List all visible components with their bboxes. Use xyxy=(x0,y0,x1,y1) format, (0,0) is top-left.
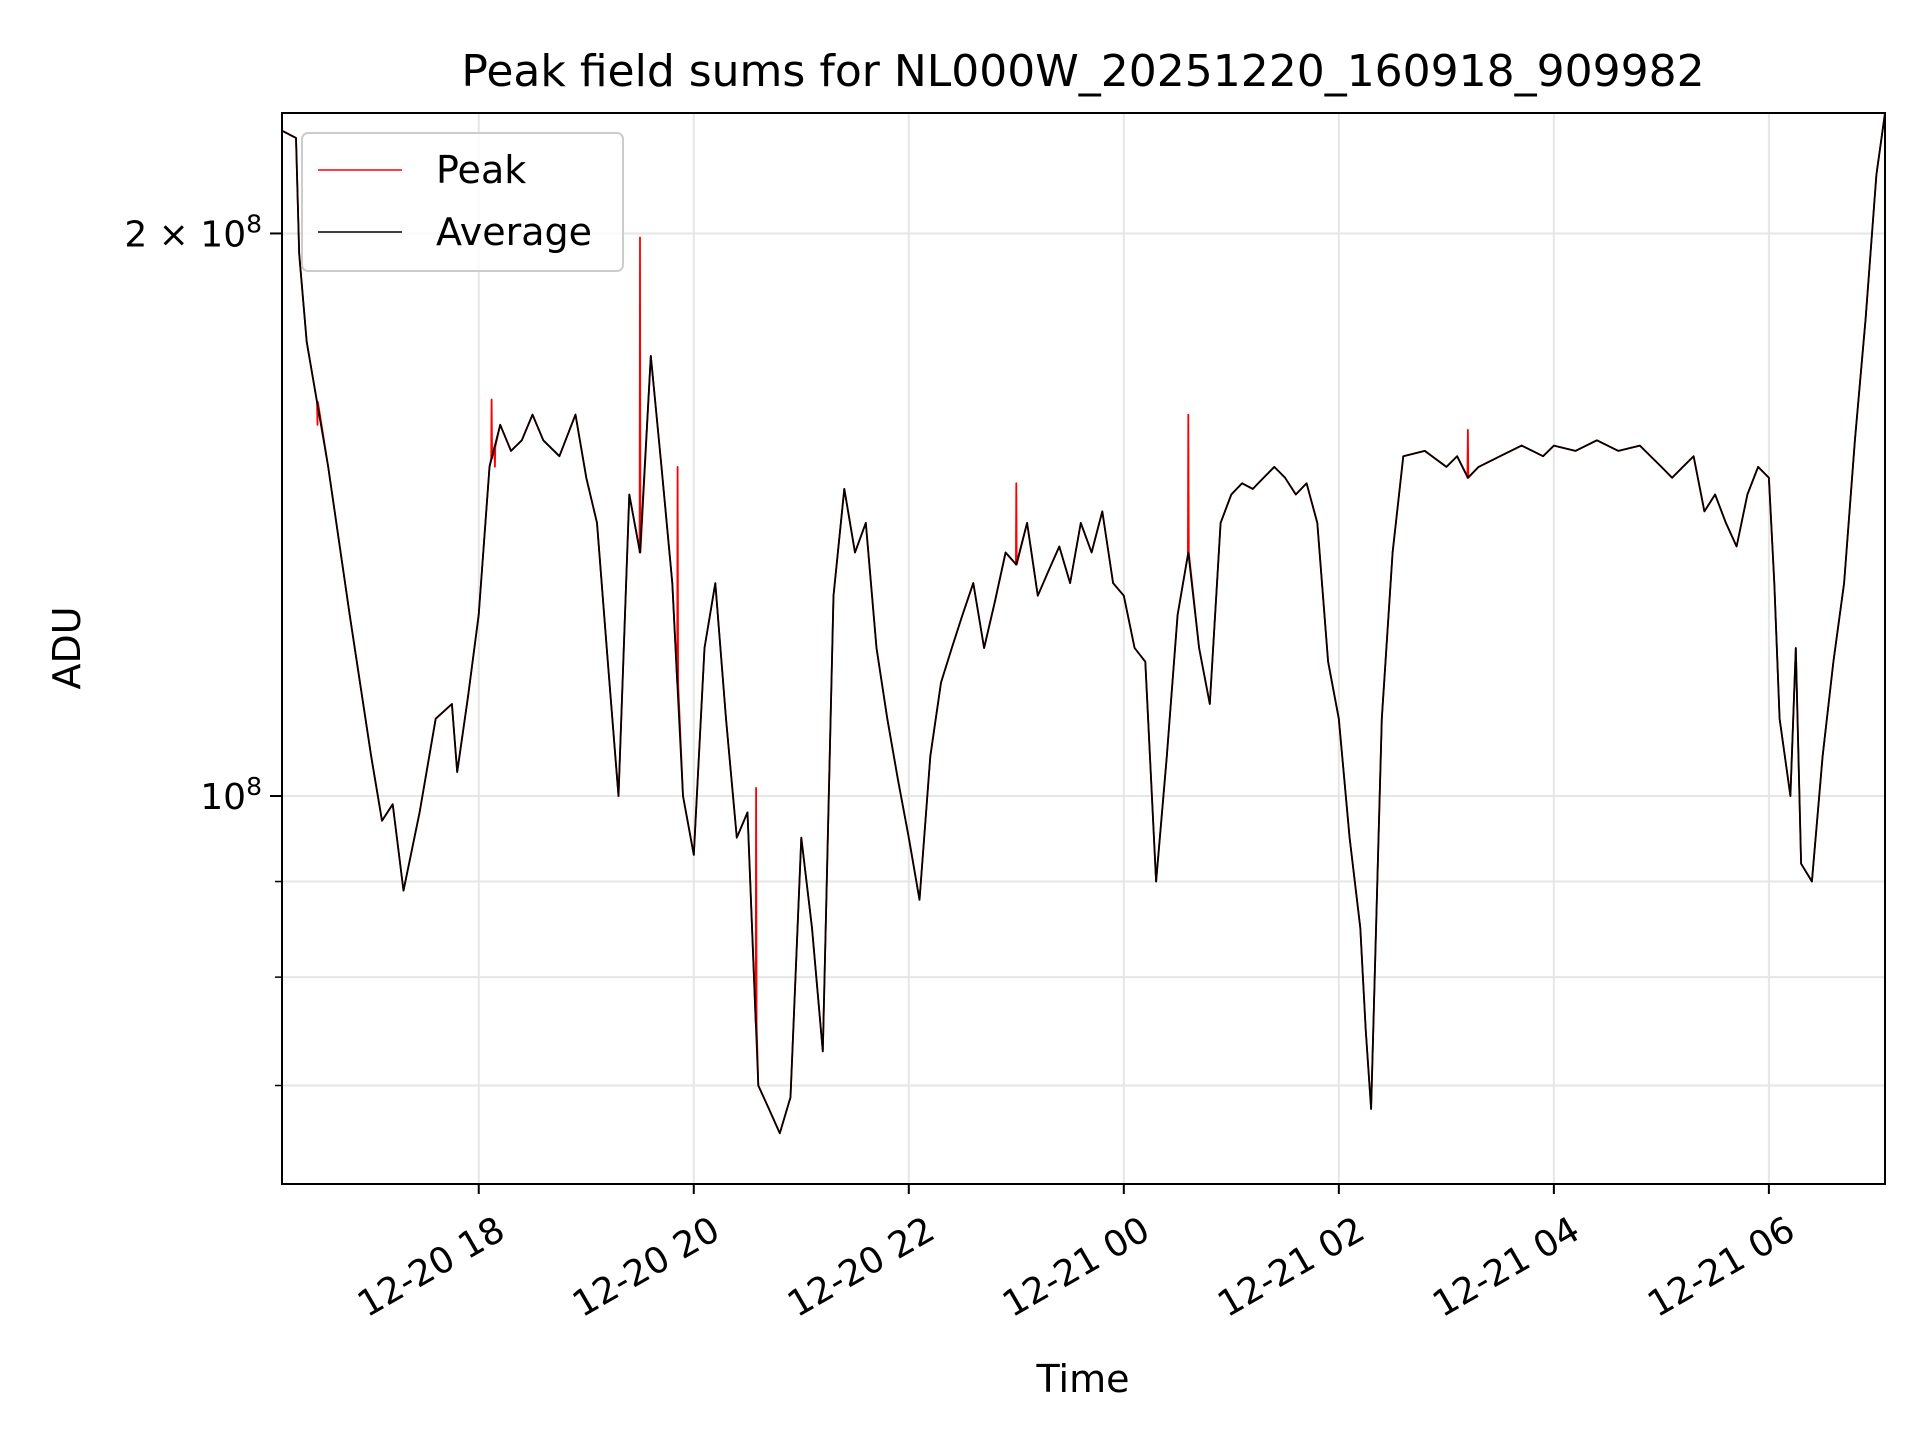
series-layer xyxy=(282,113,1885,1135)
x-axis-label: Time xyxy=(1036,1357,1130,1401)
y-axis-ticks: 108 2 × 108 xyxy=(124,209,282,1087)
plot-area xyxy=(281,112,1886,1185)
y-axis-label: ADU xyxy=(45,606,89,689)
series-line-average xyxy=(282,113,1885,1135)
axes-frame xyxy=(281,112,1886,1185)
legend: Peak Average xyxy=(301,132,624,272)
chart-title: Peak field sums for NL000W_20251220_1609… xyxy=(461,46,1704,97)
legend-label-average: Average xyxy=(436,210,592,254)
grid xyxy=(282,113,1885,1184)
legend-label-peak: Peak xyxy=(436,148,526,192)
y-tick-label: 108 xyxy=(200,772,262,818)
y-tick-label: 2 × 108 xyxy=(124,209,262,255)
legend-frame xyxy=(301,132,624,272)
